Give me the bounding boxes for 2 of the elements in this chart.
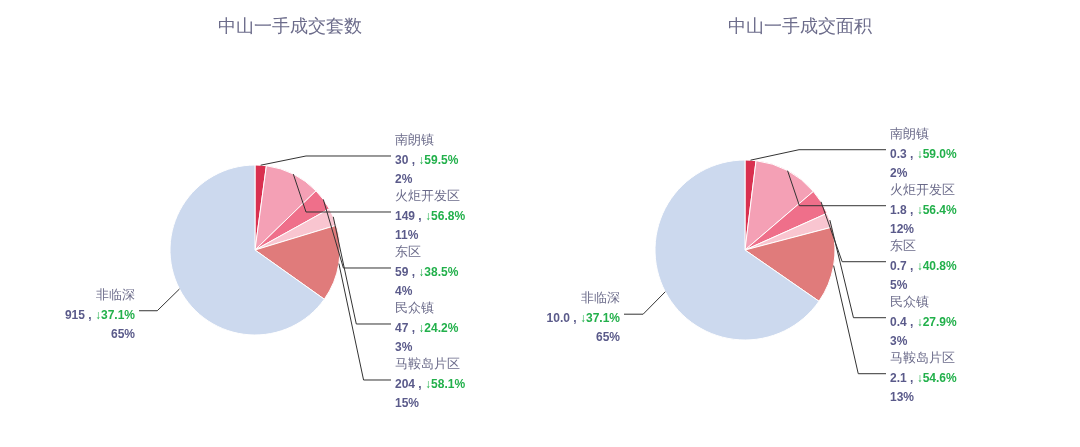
title: 中山一手成交套数	[218, 16, 362, 36]
title: 中山一手成交面积	[728, 16, 872, 36]
